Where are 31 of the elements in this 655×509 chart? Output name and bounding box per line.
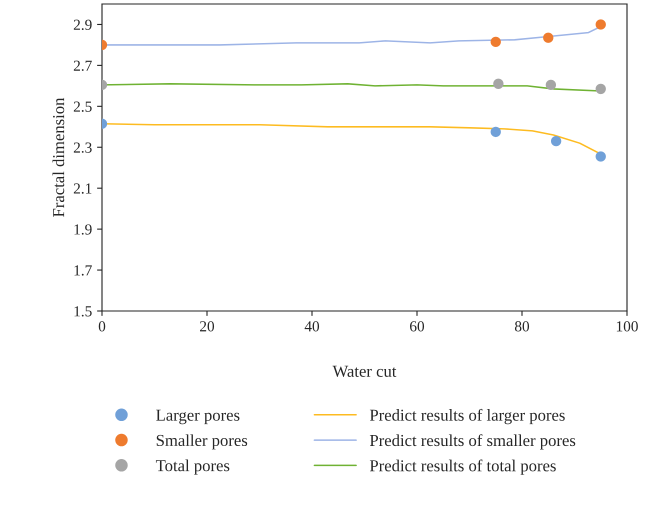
y-tick-label: 2.3	[74, 142, 92, 153]
point	[596, 19, 606, 30]
y-tick-label: 2.9	[74, 20, 92, 30]
x-axis-title: Water cut	[332, 366, 396, 377]
legend-label: Predict results of total pores	[370, 460, 556, 475]
x-tick-label: 80	[514, 321, 530, 332]
y-tick-label: 1.5	[74, 306, 92, 317]
point	[543, 32, 554, 43]
legend-label: Predict results of smaller pores	[370, 434, 576, 450]
point	[596, 84, 606, 94]
legend-label: Smaller pores	[156, 434, 248, 450]
y-tick-label: 2.1	[74, 183, 92, 194]
x-tick-label: 20	[200, 321, 214, 332]
x-tick-label: 60	[410, 321, 424, 332]
point	[493, 78, 504, 89]
y-tick-label: 1.7	[74, 265, 92, 276]
point	[490, 126, 501, 138]
point	[550, 136, 562, 146]
x-tick-label: 40	[304, 321, 320, 332]
y-axis-title: Fractal dimension	[52, 98, 64, 217]
x-tick-label: 100	[616, 321, 638, 332]
point	[490, 36, 501, 48]
point	[596, 151, 606, 162]
legend-label: Total pores	[156, 460, 230, 475]
legend-label: Predict results of larger pores	[370, 408, 565, 424]
point	[546, 80, 556, 90]
y-tick-label: 2.7	[74, 60, 92, 71]
y-tick-label: 1.9	[74, 224, 92, 235]
legend-label: Larger pores	[156, 410, 240, 424]
x-tick-label: 0	[98, 321, 106, 332]
y-tick-label: 2.5	[74, 102, 92, 112]
